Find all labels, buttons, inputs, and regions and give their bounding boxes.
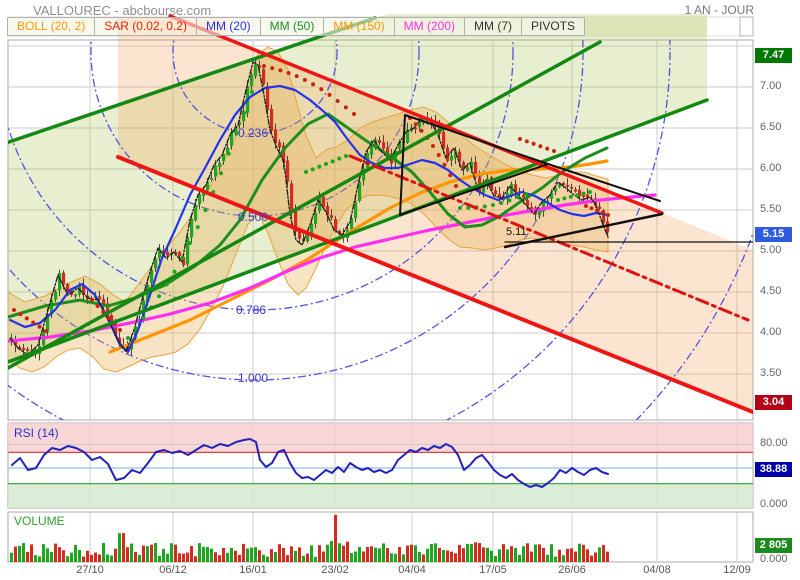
legend-item-mm-7[interactable]: MM (7) xyxy=(464,17,523,36)
legend-item-mm-200[interactable]: MM (200) xyxy=(393,17,466,36)
rsi-overbought-zone xyxy=(8,423,753,453)
price-tick-6.50: 6.50 xyxy=(760,121,782,133)
fib-label-0.500: 0.500 xyxy=(238,210,269,224)
date-tick-06-12: 06/12 xyxy=(159,564,187,576)
date-tick-27-10: 27/10 xyxy=(76,564,104,576)
pennant-left xyxy=(399,114,406,216)
legend-item-sar-0-02-0-2[interactable]: SAR (0.02, 0.2) xyxy=(94,17,197,36)
green-channel-upper xyxy=(8,16,377,145)
rsi-value-badge: 38.88 xyxy=(755,462,792,477)
volume-bars xyxy=(10,515,609,562)
date-tick-26-06: 26/06 xyxy=(558,564,586,576)
legend-item-boll-20-2[interactable]: BOLL (20, 2) xyxy=(7,17,96,36)
price-tick-5.00: 5.00 xyxy=(760,244,782,256)
fib-label-1.000: 1.000 xyxy=(238,371,269,385)
fib-label-0.786: 0.786 xyxy=(236,303,267,317)
volume-label: VOLUME xyxy=(14,514,65,528)
page-title: VALLOUREC - abcbourse.com xyxy=(33,3,212,18)
date-tick-23-02: 23/02 xyxy=(321,564,349,576)
date-tick-16-01: 16/01 xyxy=(239,564,267,576)
rsi-line xyxy=(11,438,609,488)
date-tick-04-04: 04/04 xyxy=(398,564,426,576)
price-tick-7.00: 7.00 xyxy=(760,80,782,92)
red-channel-bottom xyxy=(116,155,753,414)
high-badge: 7.47 xyxy=(755,48,792,63)
date-tick-17-05: 17/05 xyxy=(479,564,507,576)
legend-item-mm-50[interactable]: MM (50) xyxy=(259,17,325,36)
mm7-line xyxy=(9,61,609,356)
mm200-line xyxy=(8,193,657,343)
pennant-lower xyxy=(399,163,549,216)
red-dashdot xyxy=(348,154,750,322)
low-badge: 3.04 xyxy=(755,395,792,410)
date-tick-12-09: 12/09 xyxy=(723,564,751,576)
period-selector[interactable]: 1 AN - JOUR xyxy=(684,3,754,17)
price-tick-5.50: 5.50 xyxy=(760,203,782,215)
rsi-upper-label: 80.00 xyxy=(760,437,788,449)
mm150-line xyxy=(108,159,609,354)
red-channel-fill xyxy=(118,18,753,412)
last-price-badge: 5.15 xyxy=(755,227,792,242)
rsi-oversold-zone xyxy=(8,483,753,508)
fib-label-0.236: 0.236 xyxy=(238,126,269,140)
pivot-price-label: 5.11 xyxy=(506,226,527,238)
rsi-label: RSI (14) xyxy=(14,426,59,440)
date-tick-04-08: 04/08 xyxy=(643,564,671,576)
legend-item-mm-20[interactable]: MM (20) xyxy=(195,17,261,36)
indicator-legend: BOLL (20, 2) SAR (0.02, 0.2) MM (20) MM (50… xyxy=(7,17,586,36)
legend-item-pivots[interactable]: PIVOTS xyxy=(521,17,586,36)
rsi-lower-label: 0.000 xyxy=(760,498,788,510)
price-tick-6.00: 6.00 xyxy=(760,162,782,174)
volume-lower-label: 0.000 xyxy=(760,553,788,565)
green-channel-lower xyxy=(8,98,709,364)
green-steep-support xyxy=(8,40,602,370)
red-resistance xyxy=(168,14,664,215)
price-tick-4.50: 4.50 xyxy=(760,285,782,297)
volume-value-badge: 2 805 xyxy=(755,538,792,553)
price-tick-3.50: 3.50 xyxy=(760,367,782,379)
price-tick-4.00: 4.00 xyxy=(760,326,782,338)
legend-item-mm-150[interactable]: MM (150) xyxy=(323,17,395,36)
